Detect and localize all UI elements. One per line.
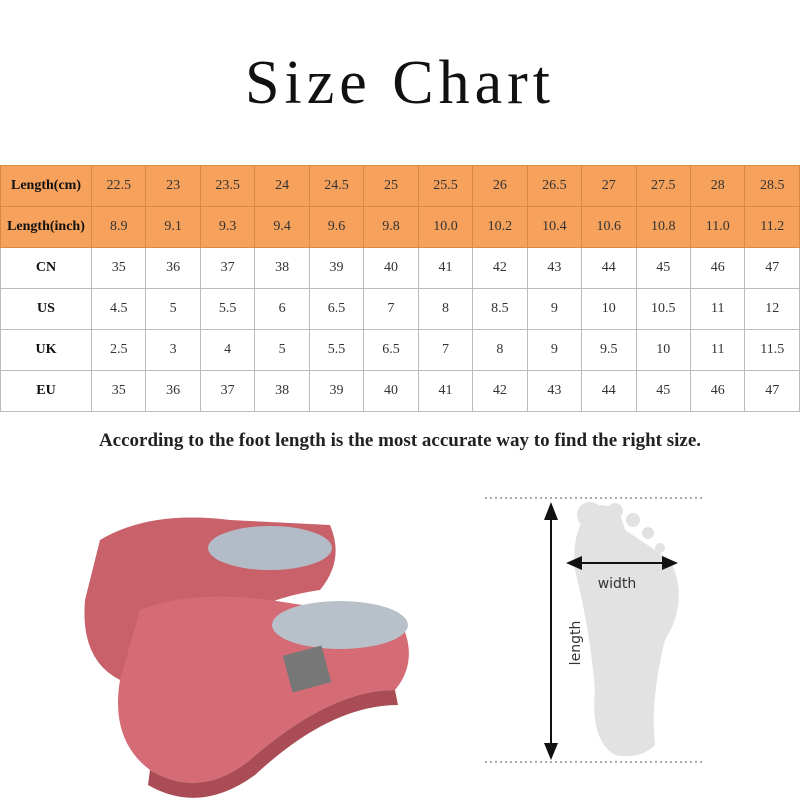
- table-cell: 35: [90, 370, 147, 412]
- table-cell: 43: [526, 370, 583, 412]
- table-cell: 45: [635, 247, 691, 289]
- table-cell: 4: [199, 329, 256, 371]
- table-cell: 25: [363, 165, 419, 207]
- table-cell: 23.5: [199, 165, 256, 207]
- row-header: EU: [0, 370, 92, 412]
- table-cell: 28.5: [744, 165, 800, 207]
- table-cell: 9.1: [145, 206, 201, 248]
- table-cell: 11.0: [689, 206, 746, 248]
- table-cell: 9.4: [254, 206, 310, 248]
- table-cell: 11: [689, 329, 746, 371]
- table-cell: 39: [308, 247, 365, 289]
- table-cell: 24: [254, 165, 310, 207]
- table-cell: 47: [744, 247, 800, 289]
- table-cell: 12: [744, 288, 800, 330]
- table-cell: 28: [689, 165, 746, 207]
- table-cell: 40: [363, 370, 419, 412]
- table-row: Length(cm) 22.5 23 23.5 24 24.5 25 25.5 26 26.5 27…: [0, 165, 800, 207]
- width-label: width: [598, 576, 637, 592]
- table-row: UK 2.5 3 4 5 5.5 6.5 7 8 9 9.5 10 11 11.5: [0, 329, 800, 371]
- table-cell: 5: [145, 288, 201, 330]
- table-cell: 36: [145, 247, 201, 289]
- table-cell: 10.8: [635, 206, 691, 248]
- table-cell: 27: [581, 165, 637, 207]
- table-cell: 6.5: [363, 329, 419, 371]
- note: According to the foot length is the most…: [98, 430, 702, 451]
- table-cell: 10: [635, 329, 691, 371]
- slippers: [84, 517, 409, 798]
- table-cell: 5: [254, 329, 310, 371]
- table-cell: 44: [581, 370, 637, 412]
- table-cell: 38: [254, 370, 310, 412]
- title: Size Chart: [245, 49, 555, 117]
- table-cell: 46: [689, 247, 746, 289]
- table-cell: 9.5: [581, 329, 637, 371]
- table-row: EU 35 36 37 38 39 40 41 42 43 44 45 46 47: [0, 370, 800, 412]
- table-cell: 40: [363, 247, 419, 289]
- table-cell: 6: [254, 288, 310, 330]
- size-table: Length(cm) 22.5 23 23.5 24 24.5 25 25.5 26 26.5 27…: [0, 165, 800, 412]
- table-cell: 22.5: [90, 165, 147, 207]
- table-row: US 4.5 5 5.5 6 6.5 7 8 8.5 9 10 10.5 11 12: [0, 288, 800, 330]
- table-cell: 7: [363, 288, 419, 330]
- table-cell: 27.5: [635, 165, 691, 207]
- row-header: US: [0, 288, 92, 330]
- table-cell: 25.5: [417, 165, 474, 207]
- foot-diagram: width length: [485, 497, 705, 763]
- table-cell: 24.5: [308, 165, 365, 207]
- table-cell: 8.9: [90, 206, 147, 248]
- table-cell: 43: [526, 247, 583, 289]
- table-cell: 45: [635, 370, 691, 412]
- table-cell: 9: [526, 288, 583, 330]
- table-cell: 46: [689, 370, 746, 412]
- row-header: Length(cm): [0, 165, 92, 207]
- table-cell: 11: [689, 288, 746, 330]
- table-cell: 37: [199, 370, 256, 412]
- table-cell: 35: [90, 247, 147, 289]
- table-cell: 42: [472, 247, 528, 289]
- table-cell: 26: [472, 165, 528, 207]
- table-cell: 9.3: [199, 206, 256, 248]
- table-cell: 47: [744, 370, 800, 412]
- length-label: length: [568, 621, 584, 666]
- table-cell: 10.6: [581, 206, 637, 248]
